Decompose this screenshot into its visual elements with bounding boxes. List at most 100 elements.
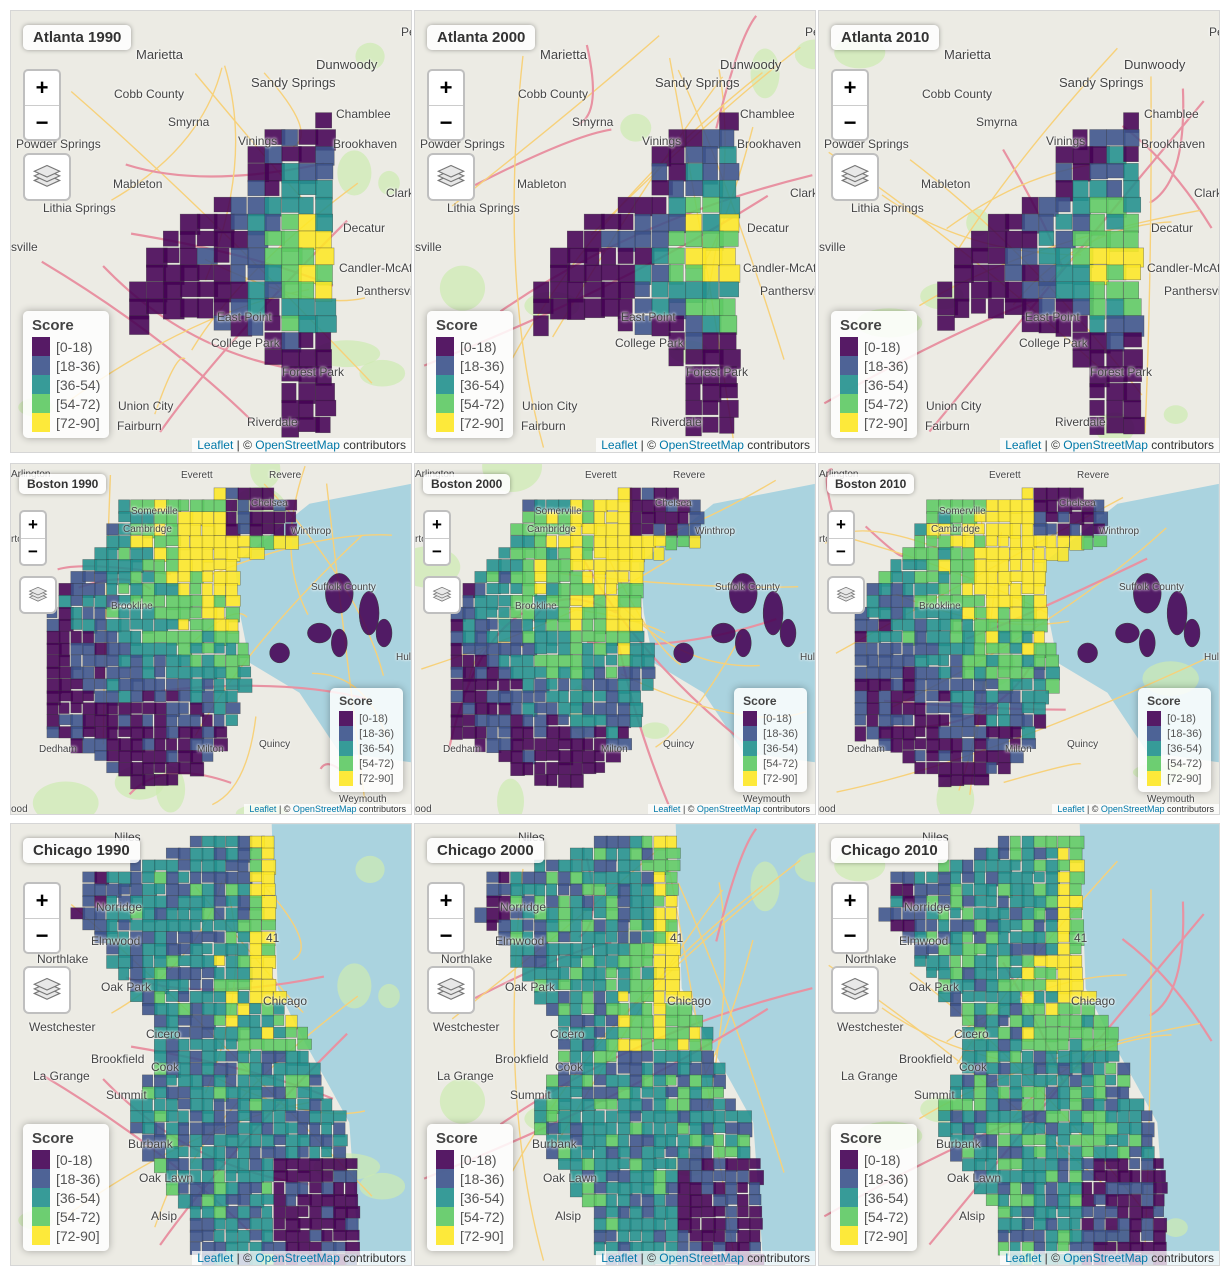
tract-polygon[interactable]: [713, 1062, 726, 1075]
tract-polygon[interactable]: [617, 1158, 630, 1170]
tract-polygon[interactable]: [569, 967, 584, 981]
tract-polygon[interactable]: [1057, 1134, 1071, 1146]
tract-polygon[interactable]: [593, 895, 607, 908]
tract-polygon[interactable]: [987, 264, 1005, 282]
tract-polygon[interactable]: [189, 535, 204, 550]
tract-polygon[interactable]: [605, 1026, 619, 1040]
tract-polygon[interactable]: [737, 1182, 748, 1193]
tract-polygon[interactable]: [719, 146, 737, 164]
tract-polygon[interactable]: [954, 298, 970, 319]
tract-polygon[interactable]: [954, 264, 974, 283]
tract-polygon[interactable]: [450, 618, 464, 633]
tract-polygon[interactable]: [617, 1205, 630, 1219]
tract-polygon[interactable]: [237, 1217, 252, 1229]
tract-polygon[interactable]: [1021, 955, 1035, 968]
tract-polygon[interactable]: [106, 678, 121, 693]
tract-polygon[interactable]: [581, 595, 594, 609]
tract-polygon[interactable]: [737, 1110, 752, 1124]
tract-polygon[interactable]: [225, 1014, 239, 1027]
tract-polygon[interactable]: [201, 750, 214, 762]
tract-polygon[interactable]: [130, 618, 143, 630]
tract-polygon[interactable]: [583, 247, 600, 266]
tract-polygon[interactable]: [534, 535, 547, 548]
tract-polygon[interactable]: [333, 1110, 347, 1122]
island-tract[interactable]: [307, 622, 332, 644]
tract-polygon[interactable]: [298, 281, 315, 300]
tract-polygon[interactable]: [58, 595, 72, 609]
tract-polygon[interactable]: [570, 630, 582, 644]
tract-polygon[interactable]: [1045, 1205, 1057, 1221]
tract-polygon[interactable]: [1055, 213, 1073, 230]
tract-polygon[interactable]: [1106, 281, 1124, 301]
tract-polygon[interactable]: [1057, 1074, 1070, 1088]
tract-polygon[interactable]: [962, 618, 974, 632]
openstreetmap-link[interactable]: OpenStreetMap: [659, 1251, 744, 1265]
tract-polygon[interactable]: [189, 583, 202, 595]
tract-polygon[interactable]: [213, 714, 225, 729]
tract-polygon[interactable]: [974, 511, 986, 523]
tract-polygon[interactable]: [605, 859, 617, 873]
tract-polygon[interactable]: [333, 1229, 347, 1241]
zoom-in-button[interactable]: +: [836, 515, 846, 534]
tract-polygon[interactable]: [653, 871, 666, 883]
tract-polygon[interactable]: [249, 847, 263, 860]
tract-polygon[interactable]: [534, 654, 549, 667]
tract-polygon[interactable]: [997, 535, 1009, 547]
tract-polygon[interactable]: [309, 1122, 321, 1137]
tract-polygon[interactable]: [593, 666, 606, 681]
tract-polygon[interactable]: [297, 1229, 311, 1243]
tract-polygon[interactable]: [273, 991, 287, 1004]
tract-polygon[interactable]: [725, 1205, 738, 1218]
tract-polygon[interactable]: [237, 943, 249, 957]
tract-polygon[interactable]: [474, 642, 489, 657]
tract-polygon[interactable]: [1141, 1205, 1155, 1220]
tract-polygon[interactable]: [154, 618, 169, 632]
tract-polygon[interactable]: [569, 931, 582, 943]
tract-polygon[interactable]: [1021, 583, 1035, 595]
tract-polygon[interactable]: [719, 163, 740, 181]
tract-polygon[interactable]: [510, 583, 523, 594]
tract-polygon[interactable]: [665, 1074, 677, 1086]
zoom-out-button[interactable]: −: [833, 105, 867, 139]
tract-polygon[interactable]: [581, 690, 593, 703]
tract-polygon[interactable]: [462, 595, 474, 609]
tract-polygon[interactable]: [605, 1229, 617, 1242]
tract-polygon[interactable]: [1033, 1098, 1045, 1112]
tract-polygon[interactable]: [617, 315, 633, 332]
tract-polygon[interactable]: [902, 547, 917, 562]
tract-polygon[interactable]: [1105, 1205, 1119, 1218]
tract-polygon[interactable]: [1153, 1205, 1164, 1218]
tract-polygon[interactable]: [985, 702, 998, 717]
tract-polygon[interactable]: [985, 895, 997, 907]
tract-polygon[interactable]: [641, 511, 656, 524]
tract-polygon[interactable]: [213, 654, 226, 669]
tract-polygon[interactable]: [605, 678, 618, 693]
tract-polygon[interactable]: [213, 1158, 225, 1171]
tract-polygon[interactable]: [593, 1194, 608, 1207]
tract-polygon[interactable]: [534, 967, 548, 980]
tract-polygon[interactable]: [522, 690, 534, 705]
tract-polygon[interactable]: [82, 738, 96, 754]
tract-polygon[interactable]: [1045, 487, 1060, 502]
tract-polygon[interactable]: [651, 281, 669, 298]
tract-polygon[interactable]: [914, 535, 925, 550]
tract-polygon[interactable]: [213, 264, 231, 285]
tract-polygon[interactable]: [166, 618, 180, 630]
tract-polygon[interactable]: [641, 883, 656, 897]
tract-polygon[interactable]: [450, 642, 462, 656]
tract-polygon[interactable]: [902, 618, 916, 633]
tract-polygon[interactable]: [1055, 315, 1072, 337]
tract-polygon[interactable]: [177, 871, 190, 883]
tract-polygon[interactable]: [189, 511, 204, 526]
tract-polygon[interactable]: [201, 583, 213, 596]
tract-polygon[interactable]: [962, 678, 974, 691]
tract-polygon[interactable]: [593, 1122, 608, 1137]
tract-polygon[interactable]: [1089, 129, 1107, 148]
tract-polygon[interactable]: [962, 666, 975, 680]
tract-polygon[interactable]: [1123, 332, 1142, 348]
tract-polygon[interactable]: [617, 859, 631, 874]
tract-polygon[interactable]: [641, 523, 654, 535]
tract-polygon[interactable]: [142, 690, 156, 702]
tract-polygon[interactable]: [321, 1229, 333, 1242]
tract-polygon[interactable]: [165, 883, 180, 897]
